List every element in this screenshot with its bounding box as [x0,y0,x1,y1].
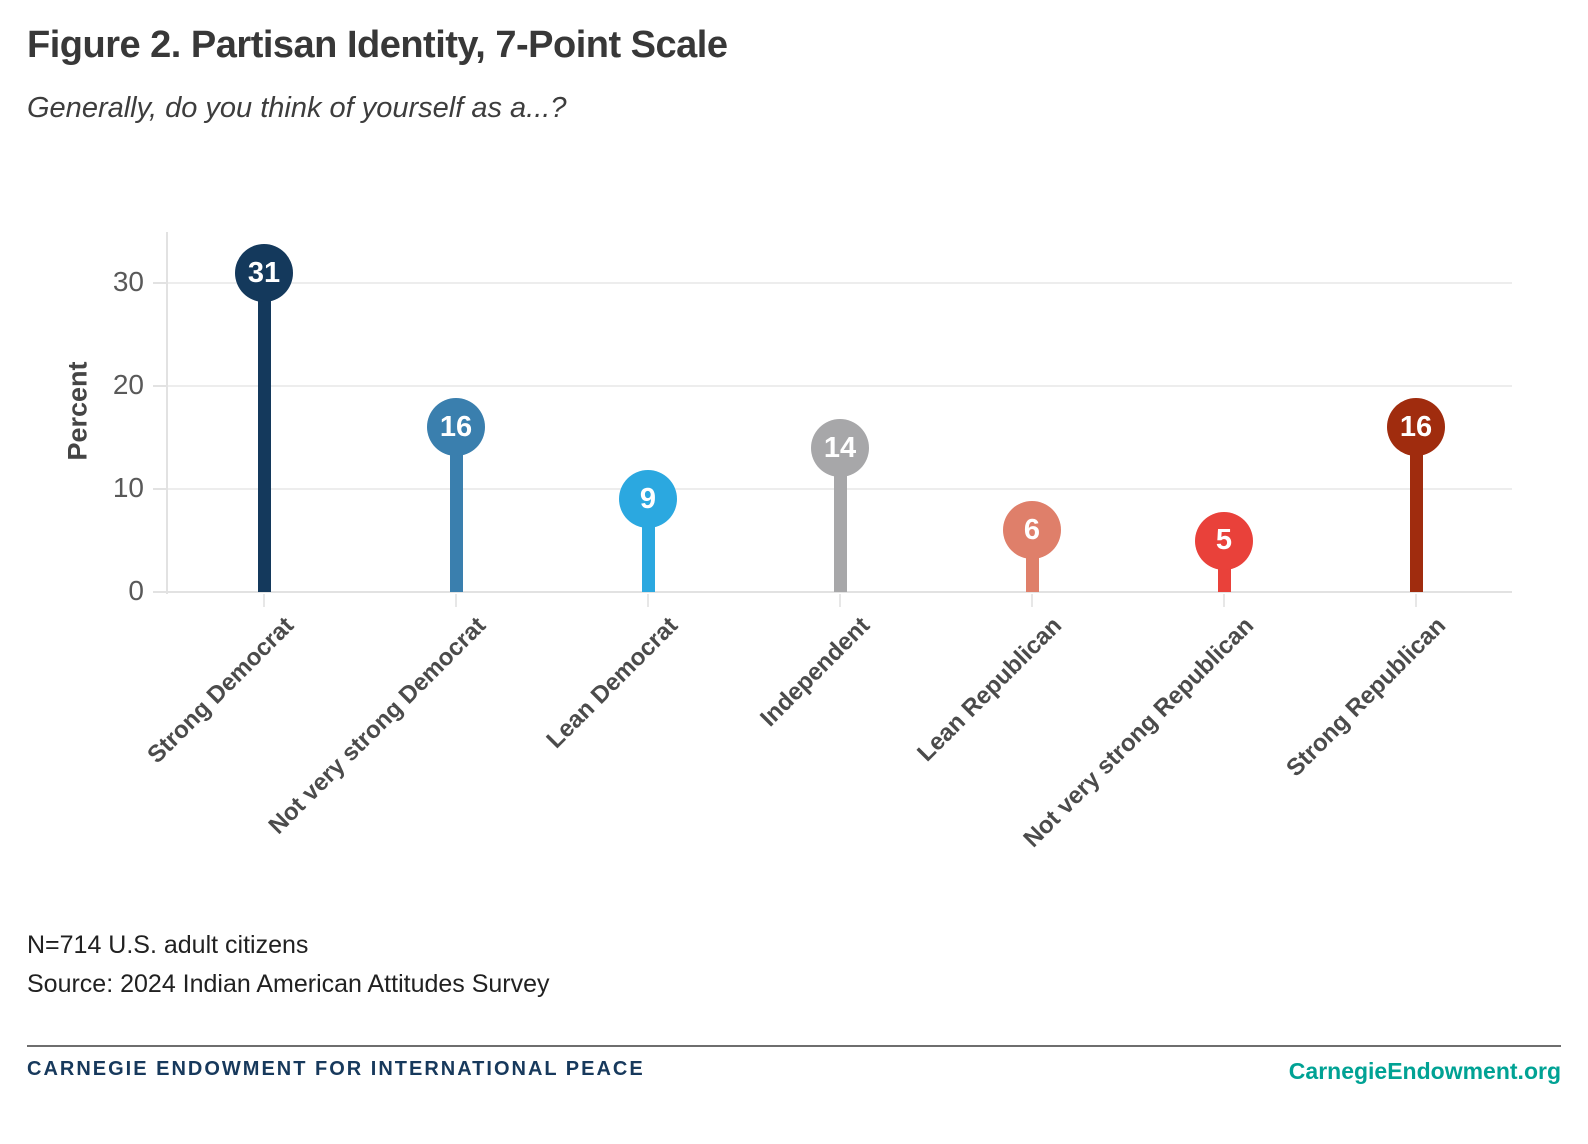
value-label: 31 [247,256,281,289]
figure-subtitle: Generally, do you think of yourself as a… [27,92,567,124]
y-axis-tick [153,488,167,491]
gridline [168,385,1512,388]
lollipop-marker: 9 [619,470,677,529]
x-axis-tick [1415,594,1417,607]
lollipop-marker: 16 [427,398,485,457]
x-category-label: Not very strong Republican [1018,612,1260,853]
y-axis-tick [153,282,167,285]
x-axis-tick [647,594,649,607]
y-axis-line [166,232,168,594]
x-category-label: Strong Democrat [142,612,300,769]
y-axis-tick [153,591,167,593]
value-label: 6 [1023,513,1041,546]
chart-notes: N=714 U.S. adult citizens Source: 2024 I… [27,926,550,1004]
y-tick-label: 20 [112,369,144,401]
lollipop-stem [257,273,271,592]
x-category-label: Not very strong Democrat [263,612,492,840]
value-label: 9 [639,482,657,515]
x-axis-tick [839,594,841,607]
footer-website-link[interactable]: CarnegieEndowment.org [1288,1058,1561,1084]
lollipop-chart: Percent 0 10 20 30 31 Strong Democrat 16 Not ve… [0,210,1588,900]
x-axis-tick [1223,594,1225,607]
y-tick-label: 30 [112,266,144,298]
x-category-label: Lean Democrat [541,612,684,754]
x-axis-tick [455,594,457,607]
lollipop-marker: 16 [1387,398,1445,457]
value-label: 5 [1215,524,1233,557]
y-tick-label: 0 [128,575,144,606]
source-note: Source: 2024 Indian American Attitudes S… [27,970,550,998]
lollipop-stem [449,427,463,592]
x-axis-tick [1031,594,1033,607]
footer: CARNEGIE ENDOWMENT FOR INTERNATIONAL PEA… [27,1058,1561,1085]
x-axis-tick [263,594,265,607]
lollipop-marker: 31 [235,244,293,303]
lollipop-marker: 5 [1195,511,1253,570]
lollipop-marker: 6 [1003,501,1061,560]
lollipop-marker: 14 [811,419,869,477]
sample-size-note: N=714 U.S. adult citizens [27,931,309,959]
y-axis-tick [153,385,167,388]
value-label: 16 [1399,410,1433,443]
footer-divider [27,1045,1561,1047]
x-category-label: Lean Republican [912,612,1068,767]
value-label: 16 [439,410,473,443]
x-category-label: Strong Republican [1281,612,1452,782]
lollipop-stem [1409,427,1423,592]
gridline [168,591,1512,593]
gridline [168,282,1512,285]
x-category-label: Independent [755,612,876,732]
figure-title: Figure 2. Partisan Identity, 7-Point Sca… [27,24,728,66]
lollipop-stem [833,448,847,592]
y-tick-label: 10 [112,472,144,504]
footer-org-name: CARNEGIE ENDOWMENT FOR INTERNATIONAL PEA… [27,1058,645,1080]
value-label: 14 [823,431,857,464]
